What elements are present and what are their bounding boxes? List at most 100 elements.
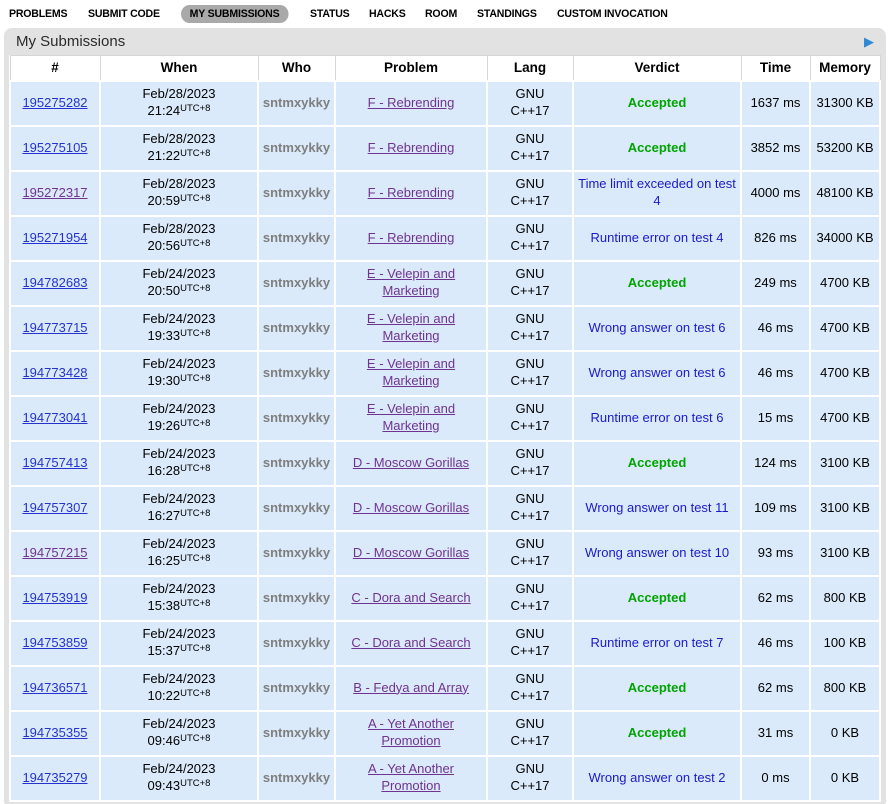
problem-link[interactable]: F - Rebrending [367, 139, 455, 155]
cell-submission-id: 194773428 [9, 349, 101, 397]
problem-link[interactable]: D - Moscow Gorillas [352, 544, 470, 560]
problem-link[interactable]: A - Yet Another Promotion [367, 716, 455, 748]
submission-link[interactable]: 194773428 [22, 364, 88, 380]
cell-verdict: Accepted [572, 439, 742, 487]
cell-who: sntmxykky [257, 754, 336, 802]
submission-link[interactable]: 194753919 [22, 589, 88, 605]
submission-date: Feb/24/2023 [142, 761, 216, 777]
user-link[interactable]: sntmxykky [262, 499, 331, 515]
user-link[interactable]: sntmxykky [262, 769, 331, 785]
submission-link[interactable]: 195275105 [22, 139, 88, 155]
problem-link[interactable]: C - Dora and Search [351, 589, 471, 605]
nav-item-problems[interactable]: PROBLEMS [9, 8, 68, 20]
cell-verdict: Wrong answer on test 2 [572, 754, 742, 802]
table-row: 194757307 Feb/24/2023 16:27UTC+8 sntmxykky D… [9, 484, 881, 532]
table-row: 194735279 Feb/24/2023 09:43UTC+8 sntmxykky A… [9, 754, 881, 802]
user-link[interactable]: sntmxykky [262, 679, 331, 695]
nav-item-my-submissions[interactable]: MY SUBMISSIONS [180, 5, 288, 23]
language-label: GNU C++17 [510, 626, 550, 658]
user-link[interactable]: sntmxykky [262, 364, 331, 380]
problem-link[interactable]: F - Rebrending [367, 229, 455, 245]
language-label: GNU C++17 [510, 356, 550, 388]
verdict-text: Accepted [627, 94, 687, 110]
problem-link[interactable]: B - Fedya and Array [353, 679, 469, 695]
submission-link[interactable]: 194735279 [22, 769, 88, 785]
submission-date: Feb/24/2023 [142, 401, 216, 417]
problem-link[interactable]: D - Moscow Gorillas [352, 499, 470, 515]
problem-link[interactable]: D - Moscow Gorillas [352, 454, 470, 470]
submission-timezone: UTC+8 [180, 283, 211, 294]
nav-item-submit-code[interactable]: SUBMIT CODE [87, 8, 160, 20]
user-link[interactable]: sntmxykky [262, 409, 331, 425]
nav-item-custom-invocation[interactable]: CUSTOM INVOCATION [557, 8, 668, 20]
submission-link[interactable]: 194757413 [22, 454, 88, 470]
user-link[interactable]: sntmxykky [262, 139, 331, 155]
user-link[interactable]: sntmxykky [262, 634, 331, 650]
submission-link[interactable]: 194773715 [22, 319, 88, 335]
user-link[interactable]: sntmxykky [262, 589, 331, 605]
problem-link[interactable]: E - Velepin and Marketing [366, 401, 456, 433]
submission-timezone: UTC+8 [180, 103, 211, 114]
cell-time: 46 ms [740, 619, 811, 667]
cell-submission-id: 195275105 [9, 124, 101, 172]
table-row: 194735355 Feb/24/2023 09:46UTC+8 sntmxykky A… [9, 709, 881, 757]
cell-verdict: Accepted [572, 574, 742, 622]
collapse-arrow-icon[interactable]: ▶ [864, 34, 874, 49]
submission-link[interactable]: 194757215 [22, 544, 88, 560]
problem-link[interactable]: E - Velepin and Marketing [366, 356, 456, 388]
user-link[interactable]: sntmxykky [262, 544, 331, 560]
submission-link[interactable]: 195275282 [22, 94, 88, 110]
user-link[interactable]: sntmxykky [262, 724, 331, 740]
cell-problem: F - Rebrending [334, 124, 488, 172]
nav-item-standings[interactable]: STANDINGS [476, 8, 537, 20]
user-link[interactable]: sntmxykky [262, 274, 331, 290]
submission-link[interactable]: 194735355 [22, 724, 88, 740]
cell-time: 109 ms [740, 484, 811, 532]
nav-item-room[interactable]: ROOM [425, 8, 458, 20]
cell-submission-id: 194753919 [9, 574, 101, 622]
submission-link[interactable]: 195272317 [22, 184, 88, 200]
table-row: 194773428 Feb/24/2023 19:30UTC+8 sntmxykky E… [9, 349, 881, 397]
nav-item-status[interactable]: STATUS [310, 8, 350, 20]
cell-verdict: Time limit exceeded on test 4 [572, 169, 742, 217]
cell-when: Feb/28/2023 21:24UTC+8 [99, 79, 259, 127]
cell-problem: E - Velepin and Marketing [334, 304, 488, 352]
cell-who: sntmxykky [257, 394, 336, 442]
cell-when: Feb/24/2023 15:38UTC+8 [99, 574, 259, 622]
user-link[interactable]: sntmxykky [262, 319, 331, 335]
nav-item-hacks[interactable]: HACKS [369, 8, 406, 20]
problem-link[interactable]: C - Dora and Search [351, 634, 471, 650]
submission-link[interactable]: 194773041 [22, 409, 88, 425]
problem-link[interactable]: A - Yet Another Promotion [367, 761, 455, 793]
contest-subnav: PROBLEMS SUBMIT CODE MY SUBMISSIONS STATUS H… [0, 0, 890, 28]
submission-link[interactable]: 194736571 [22, 679, 88, 695]
problem-link[interactable]: F - Rebrending [367, 94, 455, 110]
cell-submission-id: 194773041 [9, 394, 101, 442]
cell-lang: GNU C++17 [486, 214, 574, 262]
user-link[interactable]: sntmxykky [262, 229, 331, 245]
submission-link[interactable]: 194782683 [22, 274, 88, 290]
submission-link[interactable]: 194757307 [22, 499, 88, 515]
submission-time-value: 09:46 [147, 733, 181, 748]
language-label: GNU C++17 [510, 401, 550, 433]
submission-time: 21:24UTC+8 [104, 103, 254, 120]
submission-time: 15:38UTC+8 [104, 598, 254, 615]
cell-memory: 4700 KB [809, 304, 881, 352]
cell-when: Feb/24/2023 09:43UTC+8 [99, 754, 259, 802]
user-link[interactable]: sntmxykky [262, 94, 331, 110]
language-label: GNU C++17 [510, 716, 550, 748]
cell-submission-id: 194757413 [9, 439, 101, 487]
cell-submission-id: 194753859 [9, 619, 101, 667]
problem-link[interactable]: F - Rebrending [367, 184, 455, 200]
submission-link[interactable]: 194753859 [22, 634, 88, 650]
table-row: 194757413 Feb/24/2023 16:28UTC+8 sntmxykky D… [9, 439, 881, 487]
column-header-when: When [99, 55, 259, 81]
problem-link[interactable]: E - Velepin and Marketing [366, 311, 456, 343]
problem-link[interactable]: E - Velepin and Marketing [366, 266, 456, 298]
user-link[interactable]: sntmxykky [262, 184, 331, 200]
cell-memory: 0 KB [809, 754, 881, 802]
submission-link[interactable]: 195271954 [22, 229, 88, 245]
user-link[interactable]: sntmxykky [262, 454, 331, 470]
language-label: GNU C++17 [510, 221, 550, 253]
submission-date: Feb/24/2023 [142, 626, 216, 642]
